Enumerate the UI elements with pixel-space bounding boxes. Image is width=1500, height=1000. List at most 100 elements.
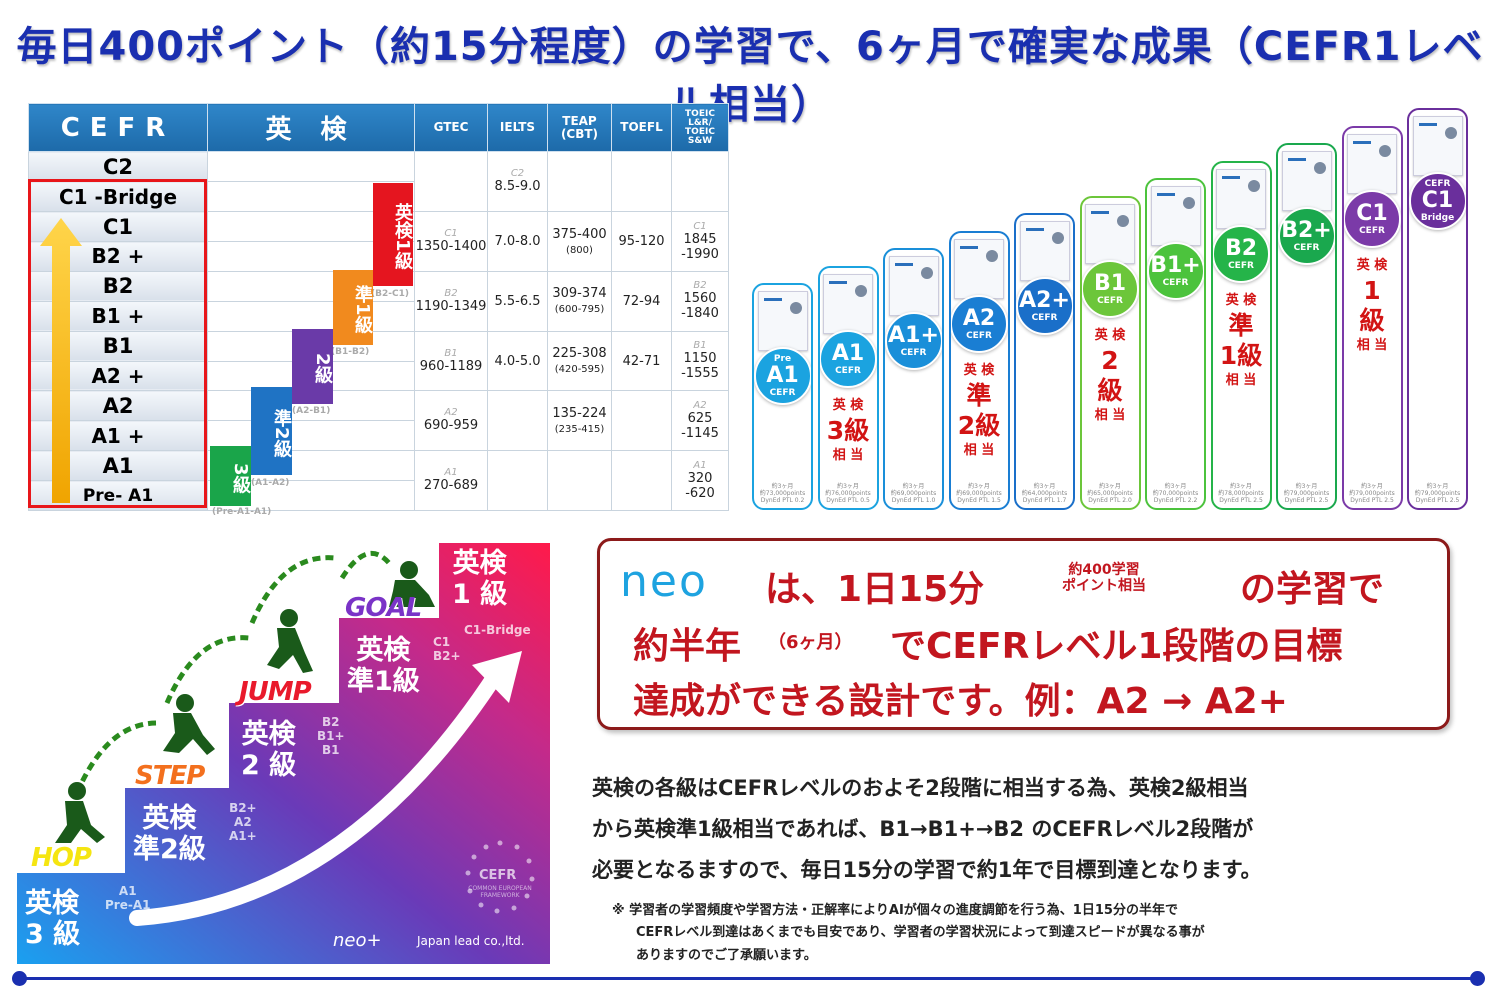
rule-dot-right [1470,971,1485,986]
badge-level: B1 [1093,270,1127,296]
certificate-thumbnail [1019,221,1070,281]
stair-jun2kyu-levels: B2+ A2 A1+ [229,801,257,843]
toeic-a2: A2 625 -1145 [671,390,729,452]
certificate-thumbnail [888,256,939,316]
cefr-range-highlight [28,179,207,508]
card-footnote: 約3ヶ月 約69,000points DynEd PTL 1.0 [890,483,937,504]
badge-prefix: CEFR [1424,179,1451,189]
badge-sub: CEFR [1359,225,1385,236]
badge-level: A2 [962,305,996,331]
stair-1kyu: 英検 1 級 [452,548,508,610]
certificate-thumbnail [1347,133,1397,194]
stairs-graphic: 英検 3 級 A1 Pre-A1 英検 準2級 B2+ A2 A1+ 英検 2 … [17,543,550,964]
toeic-a1: A1 320 -620 [671,450,729,511]
body-line-2: から英検準1級相当であれば、B1→B1+→B2 のCEFRレベル2段階が [592,817,1254,841]
badge-sub: CEFR [1097,295,1123,306]
level-card: A1+ CEFR 約3ヶ月 約69,000points DynEd PTL 1.0 [883,248,944,510]
table-row: B2 B2 1190-1349 5.5-6.5 309-374 (600-795) … [28,270,729,332]
ielts-b1: 4.0-5.0 [487,330,548,392]
gtec-b1: B1 960-1189 [414,330,488,392]
table-row: B1 B1 960-1189 4.0-5.0 225-308 (420-595) 4… [28,330,729,392]
cefr-logo-sub: COMMON EUROPEAN FRAMEWORK [468,885,532,899]
badge-sub: CEFR [1162,278,1189,288]
certificate-thumbnail [954,238,1004,299]
message-box [597,538,1450,730]
note-line-2: CEFRレベル到達はあくまでも目安であり、学習者の学習状況によって到達スピードが… [636,925,1205,940]
eiken-equivalent: 英 検準 1級相 当 [1219,292,1263,388]
table-row: C1 -Bridge [28,181,729,213]
cefr-logo-mark: CEFR [479,868,517,883]
card-footnote: 約3ヶ月 約70,000points DynEd PTL 2.2 [1152,483,1199,504]
card-footnote: 約3ヶ月 約69,000points DynEd PTL 1.5 [956,483,1002,504]
table-row: C2 C2 8.5-9.0 [28,151,729,213]
stair-1kyu-levels: C1-Bridge [464,623,531,637]
eiken-step-jun2kyu-tag: (A1-A2) [251,478,290,488]
level-badge: A1+ CEFR [885,312,942,370]
stairs-background [17,543,550,964]
level-badge: A2+ CEFR [1016,277,1073,335]
note-line-1: ※ 学習者の学習頻度や学習方法・正解率によりAIが個々の進度調節を行う為、1日1… [612,903,1178,918]
header-cefr: CEFR [28,102,208,153]
badge-level: B2 [1224,235,1258,261]
message-line1a: は、1日15分 [765,569,985,610]
tag-hop: HOP [31,843,92,873]
badge-level: A2+ [1019,288,1070,313]
eiken-step-3kyu-tag: (Pre-A1-A1) [212,507,272,517]
up-arrow-icon [40,218,82,503]
badge-level: C1 [1356,200,1388,226]
tag-goal: GOAL [345,593,422,623]
certificate-thumbnail [1216,168,1266,229]
toeic-c1: C1 1845 -1990 [671,211,729,272]
stair-jun1kyu: 英検 準1級 [347,635,420,697]
level-card: A2 CEFR 英 検準 2級相 当約3ヶ月 約69,000points DynEd PT… [948,230,1010,510]
body-line-1: 英検の各級はCEFRレベルのおよそ2段階に相当する為、英検2級相当 [592,776,1249,800]
toeic-b2: B2 1560 -1840 [671,270,729,332]
badge-level: C1 [1421,188,1454,213]
eiken-equivalent: 英 検準 2級相 当 [957,362,1001,458]
teap-b2: 309-374 (600-795) [547,270,612,332]
level-card: B1+ CEFR 約3ヶ月 約70,000points DynEd PTL 2.2 [1145,178,1206,510]
badge-level: A1 [766,363,799,388]
note-line-3: ありますのでご了承願います。 [636,948,817,963]
toefl-b1: 42-71 [611,330,672,392]
teap-c1: 375-400 (800) [547,211,612,272]
header-toeic: TOEIC L&R/ TOEIC S&W [671,102,729,153]
badge-level: A1+ [888,323,939,348]
badge-sub: Bridge [1420,213,1455,223]
level-badge: C1 CEFR [1343,189,1401,248]
message-line1b: の学習で [1240,569,1385,610]
card-footnote: 約3ヶ月 約79,000points DynEd PTL 2.5 [1283,483,1330,504]
badge-sub: CEFR [1293,243,1320,253]
card-footnote: 約3ヶ月 約79,000points DynEd PTL 2.5 [1349,483,1395,504]
table-row: C1 C1 1350-1400 7.0-8.0 375-400 (800) 95-1… [28,211,729,272]
level-card: B2+ CEFR 約3ヶ月 約79,000points DynEd PTL 2.5 [1276,143,1337,510]
page-title: 毎日400ポイント（約15分程度）の学習で、6ヶ月で確実な成果（CEFR1レベル… [16,24,1484,128]
teap-a2: 135-224 (235-415) [547,390,612,452]
eiken-step-3kyu: 3級 [210,446,251,506]
neo-plus-logo: neo+ [333,930,382,951]
badge-sub: CEFR [966,330,992,341]
bottom-rule [17,977,1483,980]
eiken-step-jun2kyu: 準2級 [251,387,292,475]
certificate-thumbnail [1281,151,1332,211]
teap-b1: 225-308 (420-595) [547,330,612,392]
badge-sub: CEFR [1228,260,1254,271]
message-line1-small: 約400学習 ポイント相当 [1062,562,1146,594]
message-line3: 達成ができる設計です。例：A2 → A2+ [633,681,1288,722]
level-c1-bridge: C1 -Bridge [28,181,208,213]
eiken-equivalent: 英 検 3級相 当 [826,397,870,463]
eiken-step-jun1kyu-tag: (B1-B2) [331,347,370,357]
badge-level: B2+ [1281,218,1332,243]
toeic-b1: B1 1150 -1555 [671,330,729,392]
ielts-c1: 7.0-8.0 [487,211,548,272]
level-card: B2 CEFR 英 検準 1級相 当約3ヶ月 約78,000points DynEd PT… [1210,160,1272,510]
stair-3kyu-levels: A1 Pre-A1 [105,884,151,912]
message-line2b: でCEFRレベル1段階の目標 [890,626,1343,667]
ielts-b2: 5.5-6.5 [487,270,548,332]
eiken-step-2kyu: 2級 [292,329,333,404]
toefl-b2: 72-94 [611,270,672,332]
